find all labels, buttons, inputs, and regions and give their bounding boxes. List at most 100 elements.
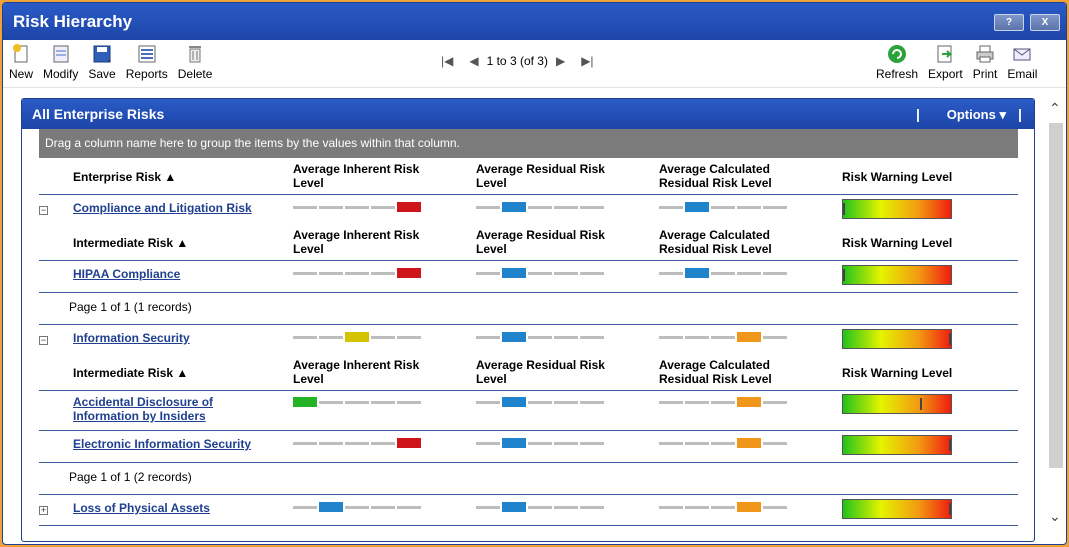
last-page-icon[interactable]: ▶| bbox=[581, 54, 594, 68]
column-header-risk[interactable]: Enterprise Risk ▲ bbox=[73, 170, 176, 184]
page-info-text: Page 1 of 1 (2 records) bbox=[69, 470, 192, 484]
column-header-inherent[interactable]: Average Inherent Risk Level bbox=[293, 162, 419, 190]
level-segment bbox=[528, 271, 552, 275]
level-segment bbox=[345, 271, 369, 275]
table-row[interactable]: HIPAA Compliance bbox=[39, 261, 1018, 291]
level-segment bbox=[685, 400, 709, 404]
risk-link[interactable]: Accidental Disclosure of bbox=[73, 395, 214, 409]
options-menu[interactable]: Options ▾ bbox=[946, 107, 1006, 122]
reports-button[interactable]: Reports bbox=[126, 43, 168, 81]
expand-icon[interactable]: + bbox=[39, 505, 48, 515]
column-header-label: Level bbox=[293, 176, 324, 190]
risk-name[interactable]: Loss of Physical Assets bbox=[73, 501, 210, 515]
column-header-inherent[interactable]: Average Inherent Risk Level bbox=[293, 228, 419, 256]
collapse-icon[interactable]: − bbox=[39, 205, 48, 215]
level-segment bbox=[685, 202, 709, 212]
title-bar: Risk Hierarchy ? X bbox=[3, 3, 1066, 40]
save-button[interactable]: Save bbox=[88, 43, 116, 81]
prev-page-icon[interactable]: ◀ bbox=[469, 54, 479, 68]
calculated-level-bar bbox=[659, 202, 789, 212]
level-segment bbox=[397, 335, 421, 339]
column-header-calc[interactable]: Average Calculated Residual Risk Level bbox=[659, 162, 772, 190]
level-segment bbox=[293, 441, 317, 445]
level-segment bbox=[371, 441, 395, 445]
risk-link[interactable]: Loss of Physical Assets bbox=[73, 501, 210, 515]
next-page-icon[interactable]: ▶ bbox=[555, 54, 566, 68]
pager: |◀ ◀ 1 to 3 (of 3) ▶ ▶| bbox=[433, 54, 602, 68]
column-header-residual[interactable]: Average Residual Risk Level bbox=[476, 358, 605, 386]
level-segment bbox=[319, 271, 343, 275]
level-segment bbox=[763, 335, 787, 339]
level-segment bbox=[319, 400, 343, 404]
column-header-calc[interactable]: Average Calculated Residual Risk Level bbox=[659, 358, 772, 386]
risk-link[interactable]: HIPAA Compliance bbox=[73, 267, 181, 281]
level-segment bbox=[397, 438, 421, 448]
risk-link[interactable]: Electronic Information Security bbox=[73, 437, 252, 451]
close-button[interactable]: X bbox=[1030, 14, 1060, 31]
scroll-thumb[interactable] bbox=[1049, 123, 1063, 468]
level-segment bbox=[371, 400, 395, 404]
column-header-inherent[interactable]: Average Inherent Risk Level bbox=[293, 358, 419, 386]
column-header-label: Average Inherent Risk bbox=[293, 162, 420, 176]
table-row[interactable]: Accidental Disclosure of Information by I… bbox=[39, 391, 1018, 429]
level-segment bbox=[711, 505, 735, 509]
column-header-residual[interactable]: Average Residual Risk Level bbox=[476, 162, 605, 190]
table-row[interactable]: Compliance and Litigation Risk − bbox=[39, 195, 1018, 225]
column-header-label: Residual Risk Level bbox=[659, 176, 772, 190]
table-row[interactable]: Information Security − bbox=[39, 325, 1018, 355]
column-header-warning[interactable]: Risk Warning Level bbox=[842, 170, 952, 184]
risk-name[interactable]: HIPAA Compliance bbox=[73, 267, 180, 281]
modify-icon bbox=[53, 45, 69, 63]
row-divider bbox=[39, 260, 1018, 261]
column-header-label: Average Calculated bbox=[659, 358, 770, 372]
risk-warning-gauge bbox=[842, 435, 952, 455]
risk-link[interactable]: Compliance and Litigation Risk bbox=[73, 201, 252, 215]
column-header-calc[interactable]: Average Calculated Residual Risk Level bbox=[659, 228, 772, 256]
first-page-icon[interactable]: |◀ bbox=[441, 54, 454, 68]
help-button[interactable]: ? bbox=[994, 14, 1024, 31]
new-button[interactable]: New bbox=[9, 43, 33, 81]
risk-warning-gauge bbox=[842, 394, 952, 414]
column-header-warning[interactable]: Risk Warning Level bbox=[842, 236, 952, 250]
email-button[interactable]: Email bbox=[1007, 43, 1037, 81]
column-header-risk[interactable]: Intermediate Risk ▲ bbox=[73, 366, 188, 380]
column-header-residual[interactable]: Average Residual Risk Level bbox=[476, 228, 605, 256]
column-header-risk[interactable]: Intermediate Risk ▲ bbox=[73, 236, 188, 250]
separator: | bbox=[916, 106, 920, 122]
level-segment bbox=[659, 441, 683, 445]
risk-link[interactable]: Information by Insiders bbox=[73, 409, 206, 423]
risk-warning-gauge bbox=[842, 329, 952, 349]
risk-name[interactable]: Accidental Disclosure of Information by I… bbox=[73, 395, 213, 423]
level-segment bbox=[345, 205, 369, 209]
export-button[interactable]: Export bbox=[928, 43, 963, 81]
risk-name[interactable]: Electronic Information Security bbox=[73, 437, 251, 451]
print-button[interactable]: Print bbox=[973, 43, 997, 81]
table-row[interactable]: Loss of Physical Assets + bbox=[39, 495, 1018, 525]
inherent-level-bar bbox=[293, 268, 423, 278]
vertical-scrollbar[interactable]: ⌃ ⌄ bbox=[1044, 98, 1066, 542]
scroll-down-icon[interactable]: ⌄ bbox=[1049, 508, 1061, 524]
risk-name[interactable]: Compliance and Litigation Risk bbox=[73, 201, 252, 215]
risk-name[interactable]: Information Security bbox=[73, 331, 190, 345]
row-divider bbox=[39, 525, 1018, 526]
level-segment bbox=[737, 397, 761, 407]
level-segment bbox=[737, 332, 761, 342]
column-header-label: Level bbox=[476, 176, 507, 190]
delete-button[interactable]: Delete bbox=[178, 43, 212, 81]
column-header-label: Enterprise Risk ▲ bbox=[73, 170, 177, 184]
collapse-icon[interactable]: − bbox=[39, 335, 48, 345]
group-by-bar[interactable]: Drag a column name here to group the ite… bbox=[39, 129, 1018, 158]
column-header-label: Intermediate Risk ▲ bbox=[73, 236, 189, 250]
level-segment bbox=[659, 400, 683, 404]
level-segment bbox=[659, 271, 683, 275]
panel-title: All Enterprise Risks bbox=[32, 106, 165, 122]
scroll-up-icon[interactable]: ⌃ bbox=[1049, 100, 1061, 116]
table-row[interactable]: Electronic Information Security bbox=[39, 431, 1018, 461]
level-segment bbox=[580, 205, 604, 209]
column-header-warning[interactable]: Risk Warning Level bbox=[842, 366, 952, 380]
column-header-row: Enterprise Risk ▲ Average Inherent Risk Le… bbox=[39, 161, 1018, 191]
warning-marker bbox=[843, 203, 845, 215]
refresh-button[interactable]: Refresh bbox=[876, 43, 918, 81]
modify-button[interactable]: Modify bbox=[43, 43, 78, 81]
risk-link[interactable]: Information Security bbox=[73, 331, 190, 345]
